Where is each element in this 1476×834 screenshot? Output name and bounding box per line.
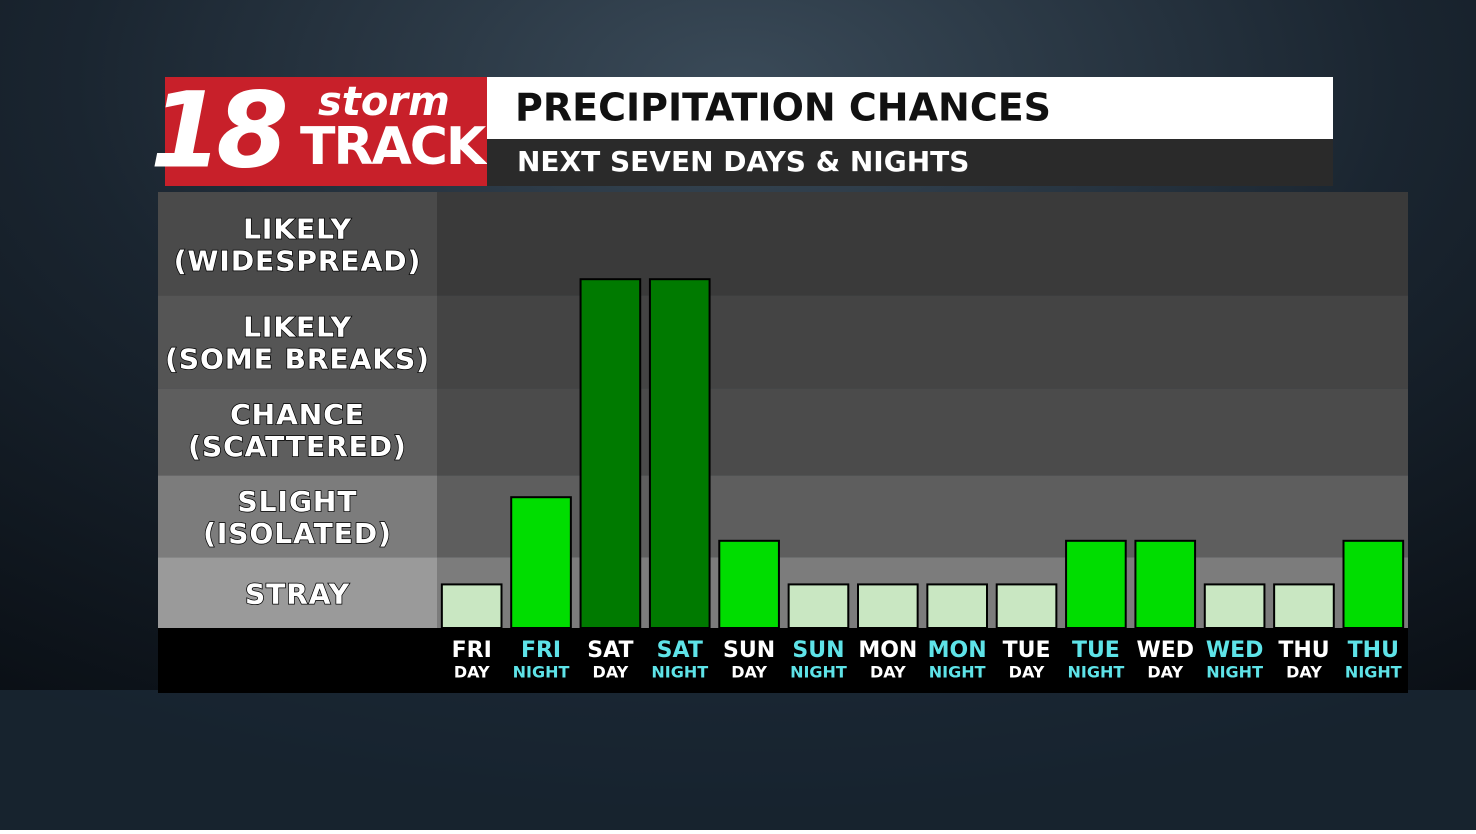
x-tick-label: MON (858, 638, 917, 663)
x-tick-label: DAY (1009, 663, 1045, 682)
subtitle-box (487, 139, 1333, 186)
y-tick-label: LIKELY (243, 213, 352, 246)
chart-title: PRECIPITATION CHANCES (515, 86, 1051, 130)
x-tick-label: NIGHT (1345, 663, 1402, 682)
bar (1342, 539, 1405, 629)
x-tick-label: DAY (731, 663, 767, 682)
x-tick-label: DAY (593, 663, 629, 682)
bar (787, 583, 850, 630)
x-tick-label: WED (1206, 638, 1264, 663)
bar (440, 583, 503, 630)
y-tick-label: (WIDESPREAD) (174, 245, 422, 278)
level-label-box (158, 557, 437, 628)
x-tick-label: FRI (452, 638, 492, 663)
bar (510, 496, 572, 630)
y-tick-label: LIKELY (243, 311, 352, 344)
bar (1065, 539, 1127, 629)
logo-number: 18 (150, 69, 285, 191)
x-tick-label: NIGHT (790, 663, 847, 682)
x-tick-label: SUN (792, 638, 844, 663)
bar (856, 583, 919, 630)
plot: STRAY SLIGHT(ISOLATED) CHANCE(SCATTERED) LI… (158, 192, 1408, 682)
category-row (158, 628, 1408, 693)
bar (995, 583, 1058, 630)
y-tick-label: STRAY (245, 577, 350, 610)
x-tick-label: THU (1348, 638, 1399, 663)
bar (718, 539, 780, 629)
bar (1134, 539, 1197, 629)
x-tick-label: DAY (1286, 663, 1322, 682)
background-glow (0, 690, 1476, 830)
y-tick-label: (SCATTERED) (188, 430, 407, 463)
chart-subtitle: NEXT SEVEN DAYS & NIGHTS (517, 145, 969, 178)
x-tick-label: NIGHT (929, 663, 986, 682)
x-tick-label: SAT (657, 638, 703, 663)
x-tick-label: NIGHT (1206, 663, 1263, 682)
bar (1273, 583, 1335, 630)
logo-word: TRACK (300, 117, 488, 177)
y-tick-label: SLIGHT (238, 485, 358, 518)
x-tick-label: DAY (870, 663, 906, 682)
y-tick-label: (ISOLATED) (203, 517, 392, 550)
bar (648, 278, 711, 629)
x-tick-label: NIGHT (651, 663, 708, 682)
logo-box (165, 77, 487, 186)
title-box (487, 77, 1333, 139)
level-label-box (158, 295, 437, 389)
x-tick-label: DAY (454, 663, 490, 682)
y-tick-label: CHANCE (230, 398, 365, 431)
x-tick-label: NIGHT (513, 663, 570, 682)
y-tick-label: (SOME BREAKS) (165, 343, 430, 376)
bar (579, 278, 642, 629)
level-label-box (158, 388, 437, 476)
x-tick-label: THU (1278, 638, 1329, 663)
x-tick-label: DAY (1147, 663, 1183, 682)
x-tick-label: NIGHT (1068, 663, 1125, 682)
bar (926, 583, 989, 630)
logo-word: storm (318, 79, 450, 125)
bar (1203, 583, 1266, 630)
x-tick-label: TUE (1072, 638, 1120, 663)
level-label-box (158, 192, 437, 296)
x-tick-label: FRI (521, 638, 561, 663)
x-tick-label: SAT (587, 638, 633, 663)
x-tick-label: MON (928, 638, 987, 663)
level-label-box (158, 475, 437, 558)
x-tick-label: WED (1136, 638, 1194, 663)
x-tick-label: TUE (1003, 638, 1051, 663)
x-tick-label: SUN (723, 638, 775, 663)
